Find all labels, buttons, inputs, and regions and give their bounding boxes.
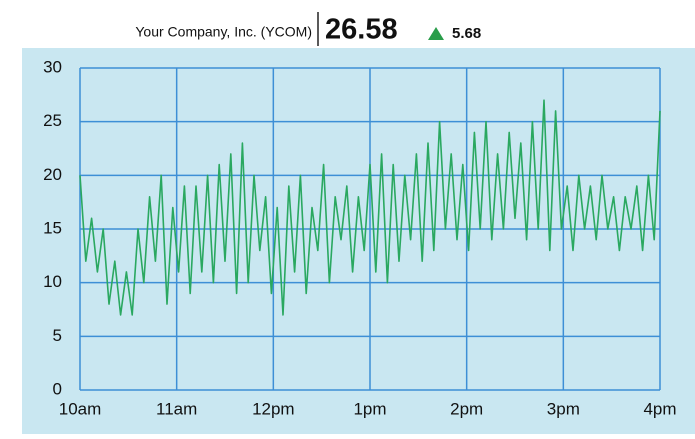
y-tick-label: 5 [53,326,62,345]
x-tick-label: 12pm [252,399,295,418]
x-tick-label: 10am [59,399,102,418]
company-name: Your Company, Inc. (YCOM) [135,24,312,40]
y-tick-label: 30 [43,57,62,76]
x-tick-label: 4pm [643,399,676,418]
y-tick-label: 25 [43,111,62,130]
x-tick-label: 2pm [450,399,483,418]
y-tick-label: 20 [43,165,62,184]
price: 26.58 [325,14,398,46]
y-tick-label: 10 [43,272,62,291]
chart-background [22,48,695,434]
up-arrow [428,27,444,40]
x-tick-label: 1pm [353,399,386,418]
price-line [79,99,661,316]
x-tick-label: 3pm [547,399,580,418]
price-change: 5.68 [452,25,481,42]
y-tick-label: 0 [53,379,62,398]
y-tick-label: 15 [43,218,62,237]
x-tick-label: 11am [156,399,197,418]
